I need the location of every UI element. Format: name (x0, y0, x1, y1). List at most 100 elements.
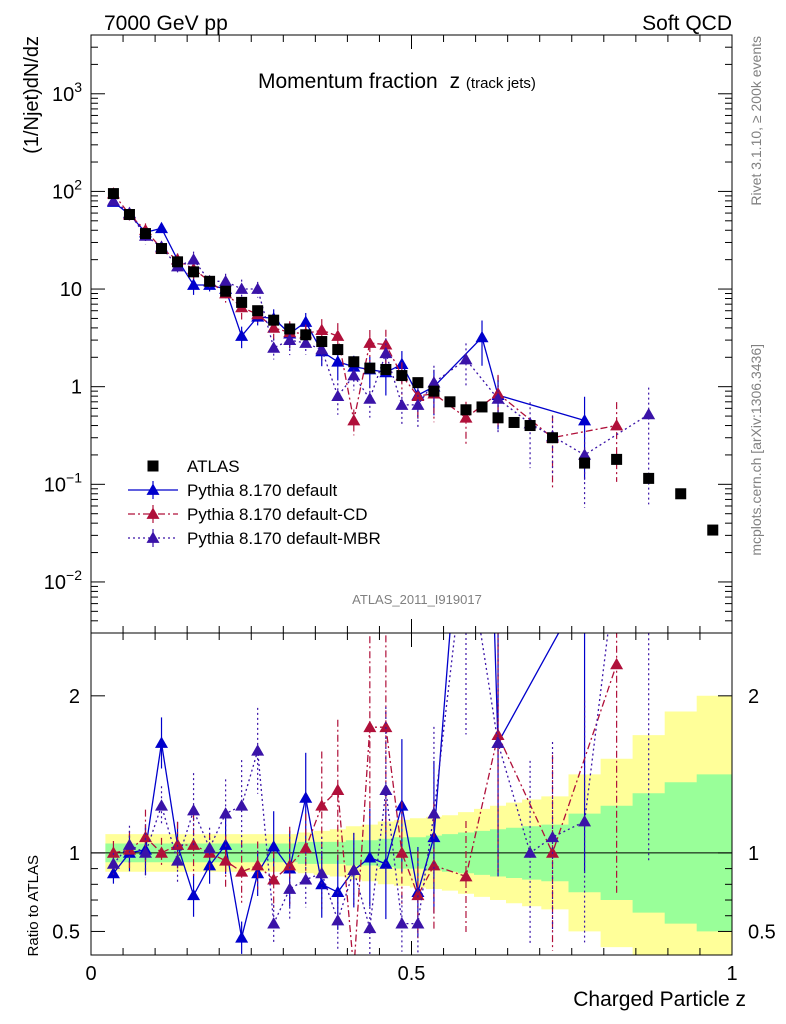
pythia-8-170-default-ratio-line (112, 633, 560, 938)
pythia-8-170-default-mbr-point (219, 274, 233, 287)
chart-title-sub: (track jets) (466, 75, 536, 92)
pythia-8-170-default-cd-ratio-point (379, 720, 393, 733)
main-plot-series (106, 187, 719, 536)
pythia-8-170-default-mbr-ratio-point (523, 846, 537, 858)
pythia-8-170-default-mbr-ratio-point (395, 917, 409, 929)
pythia-8-170-default-mbr-legend-label: Pythia 8.170 default-MBR (187, 529, 381, 548)
pythia-8-170-default-legend-marker (146, 483, 160, 495)
y-tick-label: 102 (52, 176, 82, 203)
atlas-point (156, 243, 168, 255)
pythia-8-170-default-mbr-point (315, 343, 329, 355)
pythia-8-170-default-cd-ratio-point (138, 830, 152, 843)
pythia-8-170-default-mbr-point (187, 253, 201, 265)
atlas-point (508, 416, 520, 428)
pythia-8-170-default-mbr-ratio-point (235, 799, 249, 811)
pythia-8-170-default-mbr-ratio-point (122, 838, 136, 850)
atlas-point (675, 488, 687, 500)
atlas-point (300, 329, 312, 341)
atlas-point (579, 457, 591, 469)
pythia-8-170-default-cd-ratio-point (610, 657, 624, 670)
pythia-8-170-default-mbr-ratio-point (283, 882, 297, 894)
ratio-axis-label: Ratio to ATLAS (25, 855, 42, 956)
y-tick-label: 10 (60, 279, 82, 301)
pythia-8-170-default-point (578, 414, 592, 426)
atlas-point (236, 296, 248, 308)
legend: ATLAS Pythia 8.170 default Pythia 8.170 de… (128, 457, 381, 548)
pythia-8-170-default-mbr-point (267, 341, 281, 353)
side-label-top: Rivet 3.1.10, ≥ 200k events (748, 36, 764, 206)
chart-title-main: Momentum fraction (258, 70, 438, 93)
pythia-8-170-default-mbr-legend-marker (146, 531, 160, 543)
pythia-8-170-default-mbr-ratio-point (379, 783, 393, 795)
ratio-error-bands (91, 695, 732, 955)
y-tick-base: 10 (44, 572, 66, 594)
pythia-8-170-default-mbr-point (347, 369, 361, 381)
pythia-8-170-default-point (299, 315, 313, 327)
y-tick-exponent: −1 (66, 469, 82, 485)
pythia-8-170-default-cd-point (331, 329, 345, 341)
pythia-8-170-default-cd-ratio-point (459, 869, 473, 882)
pythia-8-170-default-cd-ratio-point (283, 858, 297, 871)
pythia-8-170-default-cd-ratio-point (347, 964, 360, 975)
atlas-point (492, 412, 504, 424)
pythia-8-170-default-mbr-ratio-point (171, 854, 185, 866)
ratio-tick-label-left: 1 (69, 843, 80, 865)
pythia-8-170-default-mbr-point (251, 282, 265, 294)
pythia-8-170-default-cd-ratio-point (171, 838, 185, 850)
atlas-point (284, 323, 296, 335)
y-tick-exponent: −2 (66, 567, 82, 583)
ratio-tick-label-left: 2 (69, 686, 80, 708)
ratio-tick-label-right: 0.5 (748, 921, 776, 943)
atlas-point (380, 363, 392, 375)
atlas-point (611, 453, 623, 465)
pythia-8-170-default-cd-ratio-point (219, 854, 233, 866)
x-tick-label: 0.5 (398, 963, 426, 985)
atlas-point (316, 336, 328, 348)
pythia-8-170-default-legend-label: Pythia 8.170 default (187, 481, 338, 500)
pythia-8-170-default-point (187, 278, 201, 290)
pythia-8-170-default-mbr-point (299, 336, 313, 348)
atlas-point (412, 377, 424, 389)
y-tick-base: 10 (44, 474, 66, 496)
pythia-8-170-default-mbr-ratio-point (138, 846, 152, 858)
y-tick-exponent: 3 (74, 79, 82, 95)
pythia-8-170-default-cd-ratio-point (331, 783, 345, 795)
pythia-8-170-default-mbr-ratio-point (251, 744, 265, 756)
pythia-8-170-default-point (475, 330, 489, 343)
pythia-8-170-default-cd-ratio-point (106, 846, 120, 858)
pythia-8-170-default-ratio-point (363, 851, 377, 863)
analysis-watermark: ATLAS_2011_I919017 (352, 592, 482, 607)
atlas-point (428, 385, 440, 397)
pythia-8-170-default-mbr-point (363, 392, 377, 404)
pythia-8-170-default-mbr-ratio-point (219, 807, 233, 819)
header-left: 7000 GeV pp (104, 12, 228, 35)
pythia-8-170-default-mbr-ratio-point (315, 866, 329, 879)
atlas-point (220, 285, 232, 297)
ratio-tick-label-left: 0.5 (52, 921, 80, 943)
y-tick-label: 103 (52, 79, 82, 106)
pythia-8-170-default-ratio-point (187, 888, 201, 901)
pythia-8-170-default-ratio-point (331, 885, 345, 898)
atlas-point (348, 356, 360, 368)
pythia-8-170-default-mbr-ratio-point (459, 532, 472, 543)
pythia-8-170-default-cd-ratio-point (299, 841, 313, 854)
pythia-8-170-default-mbr-point (331, 389, 345, 402)
pythia-8-170-default-mbr-ratio-point (347, 863, 361, 876)
ratio-plot-series (106, 532, 650, 975)
pythia-8-170-default-mbr-point (578, 448, 592, 460)
pythia-8-170-default-mbr-point (459, 352, 473, 365)
y-tick-base: 10 (52, 181, 74, 203)
chart-title-symbol: z (450, 70, 461, 93)
pythia-8-170-default-cd-ratio-point (315, 799, 329, 811)
atlas-point (547, 432, 559, 444)
header-right: Soft QCD (642, 12, 732, 35)
pythia-8-170-default-mbr-point (106, 194, 120, 206)
pythia-8-170-default-mbr-line (113, 200, 650, 456)
atlas-point (188, 266, 200, 278)
pythia-8-170-default-cd-ratio-point (155, 846, 169, 858)
pythia-8-170-default-cd-point (315, 323, 329, 335)
atlas-point (252, 305, 264, 317)
pythia-8-170-default-mbr-point (379, 346, 393, 359)
y-tick-base: 10 (52, 84, 74, 106)
